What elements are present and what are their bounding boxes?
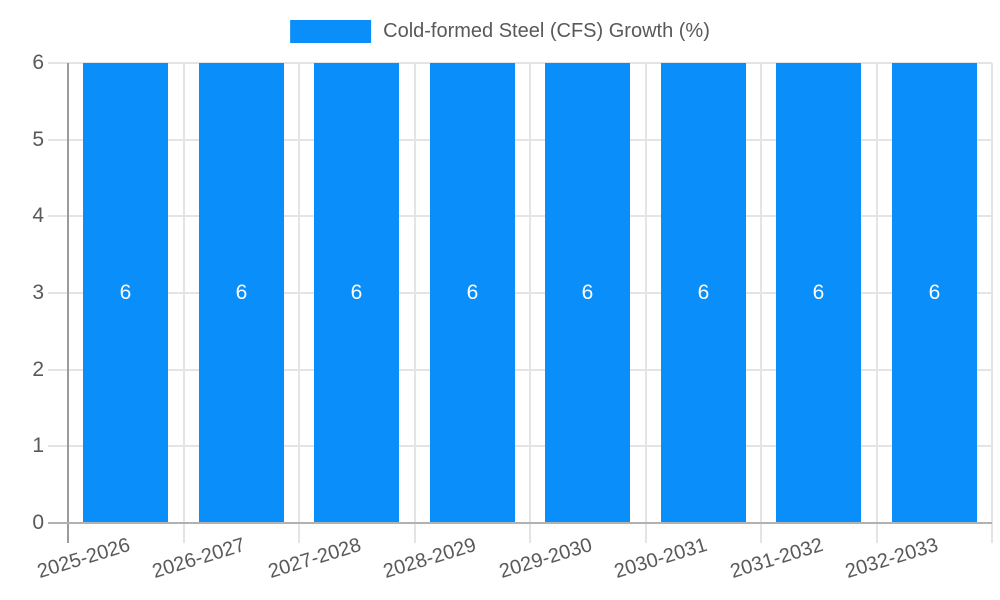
h-gridline xyxy=(48,62,992,64)
bar[interactable]: 6 xyxy=(892,63,977,523)
bar[interactable]: 6 xyxy=(661,63,746,523)
y-axis-label: 3 xyxy=(32,281,44,304)
bar[interactable]: 6 xyxy=(199,63,284,523)
legend-label: Cold-formed Steel (CFS) Growth (%) xyxy=(383,20,710,42)
bar-value-label: 6 xyxy=(581,281,594,304)
v-gridline xyxy=(644,63,647,543)
v-gridline xyxy=(413,63,416,543)
bar[interactable]: 6 xyxy=(83,63,168,523)
y-axis-label: 1 xyxy=(32,434,44,457)
v-gridline xyxy=(182,63,185,543)
h-gridline xyxy=(48,368,992,371)
bar-value-label: 6 xyxy=(697,281,710,304)
y-axis-label: 5 xyxy=(32,128,44,151)
v-gridline xyxy=(991,63,993,543)
bar[interactable]: 6 xyxy=(314,63,399,523)
v-gridline xyxy=(529,63,531,543)
h-gridline xyxy=(48,215,992,218)
bar-value-label: 6 xyxy=(812,281,825,304)
bar-value-label: 6 xyxy=(235,281,248,304)
bar[interactable]: 6 xyxy=(545,63,630,523)
h-gridline xyxy=(48,445,992,448)
bar[interactable]: 6 xyxy=(776,63,861,523)
v-gridline xyxy=(298,63,300,543)
y-axis-label: 6 xyxy=(32,51,44,74)
plot-area: 6 6 6 6 6 6 6 6 xyxy=(48,62,993,543)
y-axis-label: 2 xyxy=(32,358,44,381)
x-axis-line xyxy=(48,522,992,524)
legend-swatch-icon xyxy=(290,20,372,43)
bar-value-label: 6 xyxy=(119,281,132,304)
y-axis-label: 4 xyxy=(32,204,44,227)
h-gridline xyxy=(48,138,992,141)
y-axis-line xyxy=(67,63,69,543)
legend[interactable]: Cold-formed Steel (CFS) Growth (%) xyxy=(290,20,710,43)
v-gridline xyxy=(875,63,878,543)
bar[interactable]: 6 xyxy=(430,63,515,523)
bar-value-label: 6 xyxy=(466,281,479,304)
h-gridline xyxy=(48,292,992,294)
v-gridline xyxy=(760,63,762,543)
bar-value-label: 6 xyxy=(350,281,363,304)
y-axis-label: 0 xyxy=(32,511,44,534)
bar-value-label: 6 xyxy=(928,281,941,304)
